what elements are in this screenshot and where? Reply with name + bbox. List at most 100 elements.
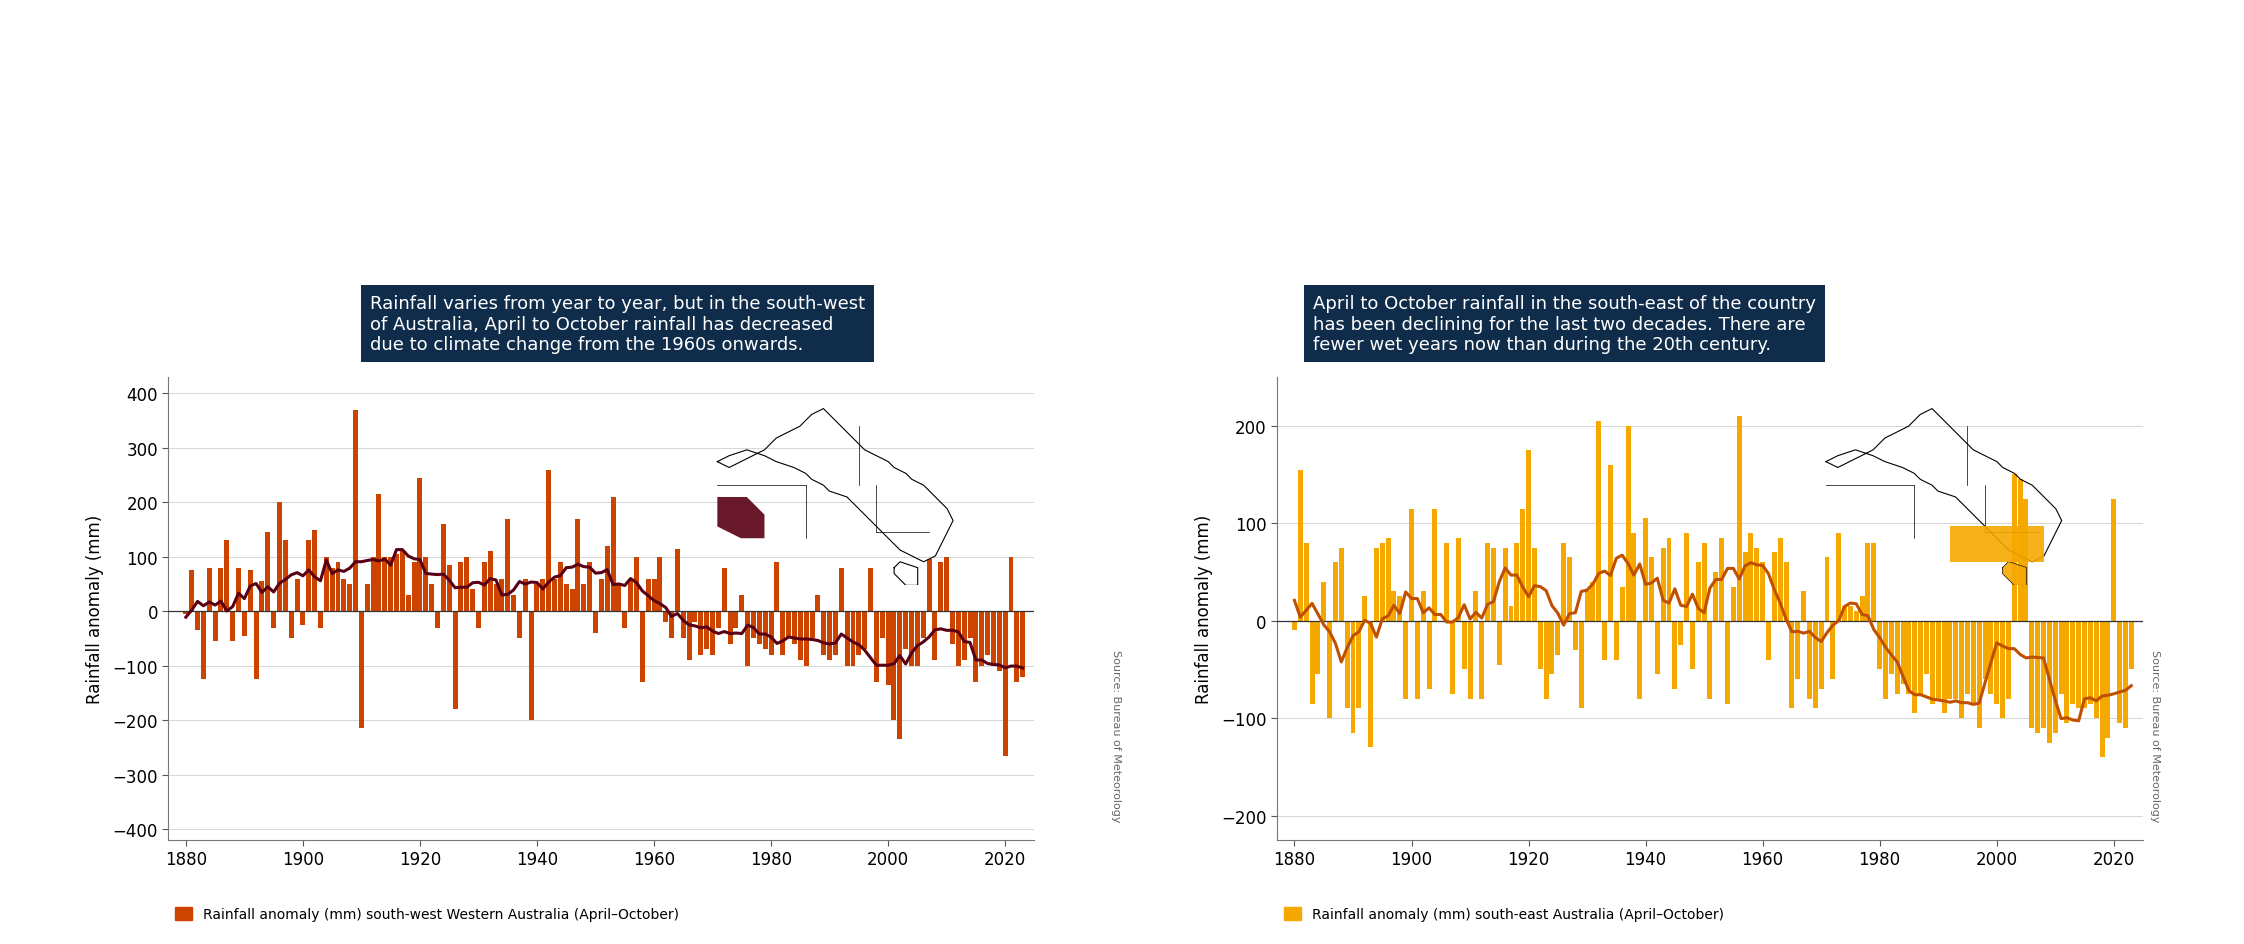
Bar: [1907, 621, 1912, 694]
Bar: [399, 551, 404, 612]
Bar: [604, 547, 610, 612]
Bar: [1977, 621, 1981, 728]
Bar: [2029, 621, 2035, 728]
Bar: [534, 584, 539, 612]
Bar: [1679, 621, 1683, 646]
Bar: [512, 596, 516, 612]
Bar: [996, 612, 1001, 671]
Bar: [1923, 621, 1930, 675]
Bar: [1878, 621, 1883, 669]
Bar: [1297, 470, 1304, 621]
Bar: [359, 612, 364, 729]
Bar: [1871, 543, 1876, 621]
Bar: [254, 612, 258, 680]
Bar: [2058, 621, 2064, 694]
Bar: [934, 612, 938, 661]
Bar: [545, 470, 552, 612]
Bar: [916, 612, 920, 666]
Bar: [272, 612, 276, 628]
Bar: [1708, 621, 1712, 699]
Bar: [873, 612, 880, 683]
Bar: [1690, 621, 1694, 669]
Bar: [505, 519, 509, 612]
Bar: [1385, 538, 1391, 621]
Bar: [1777, 538, 1782, 621]
Bar: [1402, 621, 1409, 699]
Bar: [1602, 621, 1607, 660]
Bar: [1912, 621, 1916, 714]
Bar: [1340, 548, 1344, 621]
Bar: [294, 579, 298, 612]
Bar: [1333, 563, 1337, 621]
Bar: [458, 563, 465, 612]
Bar: [920, 612, 927, 639]
Bar: [752, 612, 756, 639]
Bar: [640, 612, 644, 683]
Bar: [395, 554, 399, 612]
Bar: [1609, 465, 1613, 621]
Bar: [1416, 621, 1420, 699]
Bar: [810, 612, 815, 639]
Bar: [482, 563, 487, 612]
Bar: [2071, 621, 2076, 704]
Bar: [1355, 621, 1362, 709]
Bar: [1696, 563, 1701, 621]
Bar: [1533, 548, 1537, 621]
Bar: [839, 568, 844, 612]
Bar: [635, 557, 640, 612]
Bar: [265, 532, 269, 612]
Bar: [985, 612, 990, 655]
Bar: [599, 579, 604, 612]
Bar: [312, 530, 316, 612]
Bar: [1625, 427, 1631, 621]
Bar: [1014, 612, 1019, 683]
Bar: [559, 563, 563, 612]
Bar: [2024, 499, 2029, 621]
Bar: [2035, 621, 2040, 733]
Bar: [1919, 621, 1923, 694]
Bar: [1937, 621, 1941, 699]
Bar: [821, 612, 826, 655]
Bar: [2006, 621, 2011, 699]
Text: Source: Bureau of Meteorology: Source: Bureau of Meteorology: [1111, 649, 1120, 821]
Y-axis label: Rainfall anomaly (mm): Rainfall anomaly (mm): [1194, 514, 1212, 703]
Bar: [727, 612, 732, 644]
Bar: [2123, 621, 2127, 728]
Bar: [1580, 621, 1584, 709]
Bar: [1555, 621, 1560, 655]
Bar: [803, 612, 808, 666]
Bar: [1474, 592, 1479, 621]
Bar: [1620, 587, 1625, 621]
Bar: [1479, 621, 1483, 699]
Bar: [756, 612, 763, 644]
Bar: [581, 584, 586, 612]
Bar: [1966, 621, 1970, 694]
Bar: [868, 568, 873, 612]
Bar: [231, 612, 236, 642]
Bar: [1970, 621, 1975, 704]
Bar: [1683, 533, 1690, 621]
Bar: [745, 612, 749, 666]
Bar: [967, 612, 972, 639]
Bar: [1526, 450, 1530, 621]
Bar: [388, 557, 393, 612]
Bar: [1591, 582, 1595, 621]
Bar: [1894, 621, 1901, 694]
Bar: [1901, 621, 1905, 684]
Bar: [1304, 543, 1308, 621]
Bar: [1584, 592, 1589, 621]
Bar: [945, 557, 949, 612]
Bar: [763, 612, 767, 649]
Bar: [1573, 621, 1578, 650]
Bar: [1952, 621, 1959, 699]
Bar: [1773, 553, 1777, 621]
Bar: [799, 612, 803, 661]
Bar: [2116, 621, 2123, 723]
Bar: [716, 612, 720, 628]
Bar: [541, 579, 545, 612]
Bar: [1595, 421, 1602, 621]
Bar: [1008, 557, 1014, 612]
Bar: [902, 612, 909, 649]
Bar: [1409, 509, 1414, 621]
Bar: [709, 612, 716, 655]
